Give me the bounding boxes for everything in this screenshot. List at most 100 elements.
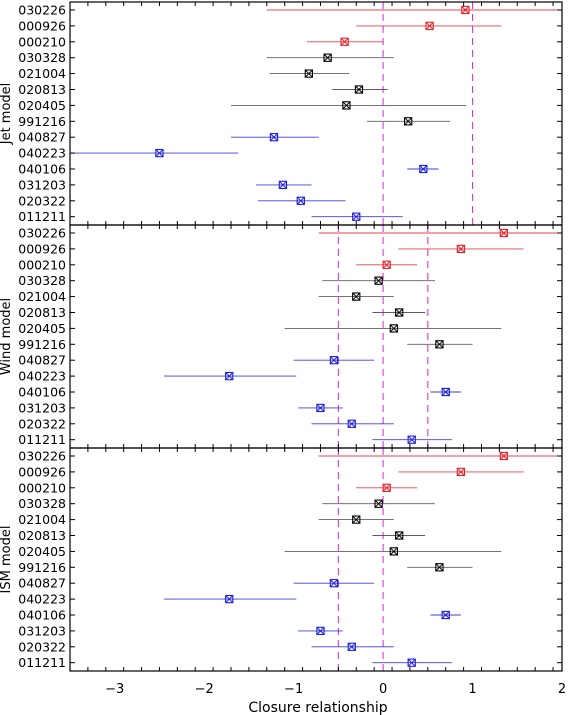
data-point-cross: [352, 515, 361, 524]
data-point-marker: [225, 594, 234, 604]
category-label: 020322: [18, 193, 66, 208]
data-point-cross: [342, 101, 351, 110]
category-label: 020405: [18, 544, 66, 559]
data-point-cross: [441, 388, 450, 396]
panel-ylabel: ISM model: [0, 526, 14, 594]
category-label: 031203: [18, 400, 66, 415]
panels-layer: 0302260009260002100303280210040208130204…: [0, 1, 563, 672]
category-label: 020405: [18, 321, 66, 336]
data-point-cross: [270, 133, 278, 142]
data-point-cross: [304, 69, 313, 78]
category-label: 020322: [18, 416, 66, 431]
category-label: 030226: [18, 3, 66, 18]
category-label: 011211: [18, 655, 66, 670]
data-point-marker: [278, 180, 288, 190]
data-point-marker: [435, 563, 444, 572]
panel-plot-area: [163, 225, 562, 448]
data-point-cross: [456, 244, 465, 253]
data-point-cross: [419, 165, 428, 173]
data-point-marker: [352, 292, 361, 301]
data-point-marker: [435, 340, 444, 349]
data-point-marker: [456, 244, 466, 254]
data-point-cross: [389, 547, 398, 556]
data-point-cross: [354, 85, 363, 94]
category-label: 020322: [18, 639, 66, 654]
category-label: 040827: [18, 353, 66, 368]
data-point-cross: [155, 149, 164, 158]
data-point-marker: [407, 658, 416, 667]
panel-plot-area: [70, 2, 562, 225]
panel-1: 0302260009260002100303280210040208130204…: [0, 1, 563, 226]
data-point-cross: [435, 563, 444, 572]
panel-frame: [69, 1, 563, 226]
category-label: 030226: [18, 449, 66, 464]
category-label: 040223: [18, 369, 66, 384]
x-axis-title: Closure relationship: [248, 700, 387, 715]
data-point-cross: [352, 292, 361, 301]
category-label: 030328: [18, 496, 66, 511]
data-point-marker: [441, 387, 450, 397]
data-point-marker: [499, 228, 509, 238]
data-point-cross: [425, 21, 434, 30]
category-label: 021004: [18, 289, 66, 304]
data-point-marker: [395, 308, 404, 317]
panel-plot-area: [163, 448, 562, 671]
data-point-marker: [347, 642, 356, 651]
category-label: 040106: [18, 608, 66, 623]
data-point-marker: [316, 403, 325, 413]
category-label: 991216: [18, 560, 66, 575]
data-point-marker: [382, 260, 391, 269]
data-point-marker: [296, 196, 305, 205]
category-label: 000210: [18, 34, 66, 49]
x-axis: −3 −2 −1 0 1 2: [105, 682, 566, 697]
category-label: 991216: [18, 337, 66, 352]
category-label: 020813: [18, 528, 66, 543]
x-tick-label: −1: [284, 682, 303, 697]
x-tick-label: 2: [558, 682, 566, 697]
data-point-marker: [352, 212, 361, 221]
data-point-marker: [342, 101, 351, 110]
category-label: 040106: [18, 162, 66, 177]
data-point-cross: [329, 579, 338, 588]
data-point-marker: [382, 483, 391, 492]
category-label: 040223: [18, 146, 66, 161]
data-point-cross: [316, 403, 325, 412]
data-point-marker: [329, 579, 339, 588]
x-tick-label: −2: [195, 682, 214, 697]
data-point-cross: [435, 340, 444, 349]
data-point-marker: [155, 148, 164, 158]
data-point-cross: [407, 658, 416, 667]
category-label: 040827: [18, 130, 66, 145]
data-point-marker: [389, 547, 398, 556]
data-point-cross: [374, 276, 383, 285]
data-point-cross: [456, 467, 465, 476]
x-tick-label: 0: [379, 682, 387, 697]
data-point-cross: [347, 642, 356, 651]
category-label: 030328: [18, 273, 66, 288]
data-point-cross: [395, 531, 404, 540]
data-point-cross: [352, 212, 361, 221]
category-label: 991216: [18, 114, 66, 129]
data-point-marker: [354, 85, 364, 94]
category-label: 011211: [18, 432, 66, 447]
category-label: 040106: [18, 385, 66, 400]
panel-ylabel: Jet model: [0, 83, 14, 146]
data-point-cross: [461, 6, 470, 14]
data-point-marker: [389, 324, 398, 333]
data-point-marker: [456, 467, 466, 477]
panel-frame: [69, 224, 563, 449]
data-point-cross: [278, 180, 287, 189]
category-label: 020405: [18, 98, 66, 113]
data-point-cross: [225, 372, 234, 381]
data-point-cross: [499, 452, 508, 460]
data-point-marker: [407, 435, 416, 444]
data-point-marker: [269, 133, 279, 142]
data-point-cross: [347, 419, 356, 428]
category-label: 000926: [18, 464, 66, 479]
category-label: 000926: [18, 18, 66, 33]
category-label: 030328: [18, 50, 66, 65]
data-point-marker: [419, 164, 428, 174]
data-point-cross: [329, 356, 338, 365]
data-point-marker: [329, 356, 339, 365]
